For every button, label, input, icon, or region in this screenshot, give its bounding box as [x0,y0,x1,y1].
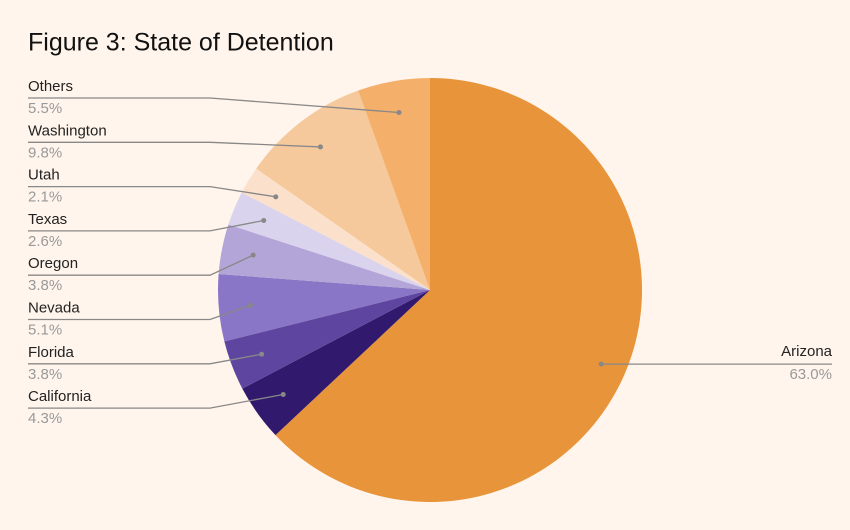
slice-value-label: 2.6% [28,233,62,250]
pie-slice [256,90,430,290]
leader-line [28,304,251,321]
leader-dot [598,361,604,367]
slice-value-label: 5.1% [28,321,62,338]
pie-slice [217,274,430,342]
leader-dot [261,218,267,224]
pie-slice [241,168,430,290]
leader-line [28,219,264,232]
leader-line [28,185,276,198]
slice-label: Arizona [781,343,833,360]
leader-dot [273,194,279,200]
slice-label: Florida [28,344,75,361]
slice-value-label: 2.1% [28,189,62,206]
leader-dot [250,252,256,258]
slice-label: Utah [28,167,60,184]
leader-line [28,97,400,114]
slice-label: Nevada [28,299,80,316]
slice-value-label: 3.8% [28,366,62,383]
leader-line [28,393,284,409]
slice-label: Washington [28,122,107,139]
slice-value-label: 5.5% [28,100,62,117]
slice-label: California [28,388,92,405]
chart-title: Figure 3: State of Detention [28,29,334,57]
leader-dot [280,392,286,398]
slice-value-label: 9.8% [28,144,62,161]
leader-line [28,141,321,148]
pie-slice [242,290,430,436]
leader-dot [317,144,323,150]
leader-line [28,353,262,365]
slice-value-label: 63.0% [789,366,832,383]
slice-label: Oregon [28,255,78,272]
leader-dot [259,351,265,357]
pie-slice [218,224,430,290]
pie-slice [224,290,430,389]
leader-dot [396,109,402,115]
slice-label: Others [28,78,73,95]
leader-dot [247,302,253,308]
slice-value-label: 3.8% [28,277,62,294]
leader-line [28,254,254,276]
pie-slice [275,78,643,502]
pie-slice [228,192,430,290]
pie-slice [358,78,430,290]
slice-label: Texas [28,211,67,228]
slice-value-label: 4.3% [28,410,62,427]
